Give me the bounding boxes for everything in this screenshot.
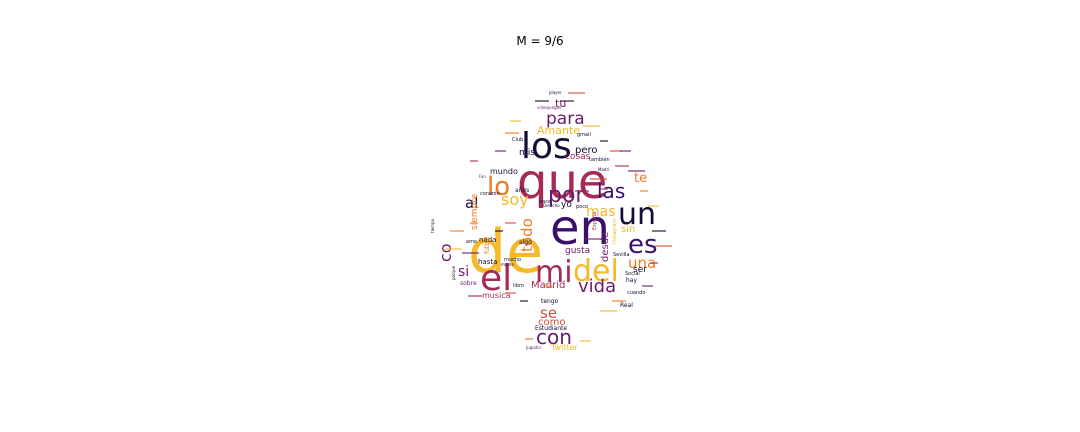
tiny-word-mark bbox=[510, 120, 521, 122]
tiny-word-mark bbox=[600, 188, 608, 190]
word-14: vida bbox=[578, 276, 616, 297]
word-20: mas bbox=[586, 204, 616, 220]
tiny-word-mark bbox=[495, 230, 503, 232]
word-54: Club bbox=[512, 137, 523, 143]
word-73: Instagram bbox=[612, 218, 618, 244]
tiny-word-mark bbox=[600, 310, 617, 312]
tiny-word-mark bbox=[505, 132, 519, 134]
word-33: yo bbox=[561, 200, 572, 210]
tiny-word-mark bbox=[462, 252, 479, 254]
word-11: las bbox=[597, 179, 625, 203]
word-66: libre bbox=[543, 284, 554, 290]
tiny-word-mark bbox=[535, 100, 549, 102]
tiny-word-mark bbox=[590, 178, 607, 180]
word-70: madre bbox=[501, 262, 514, 267]
tiny-word-mark bbox=[445, 248, 462, 250]
word-68: España bbox=[592, 212, 598, 230]
tiny-word-mark bbox=[575, 190, 589, 192]
word-42: tengo bbox=[541, 298, 559, 305]
word-57: videojuegos bbox=[537, 105, 561, 110]
word-46: algo bbox=[519, 239, 532, 246]
word-55: gmail bbox=[577, 132, 591, 138]
tiny-word-mark bbox=[652, 230, 666, 232]
word-21: te bbox=[634, 171, 647, 186]
word-50: también bbox=[589, 156, 610, 163]
word-38: mundo bbox=[490, 167, 518, 176]
tiny-word-mark bbox=[470, 160, 478, 162]
tiny-word-mark bbox=[648, 205, 659, 207]
tiny-word-mark bbox=[620, 150, 631, 152]
word-72: Madri bbox=[598, 167, 609, 172]
word-34: desde bbox=[600, 232, 611, 262]
word-64: porque bbox=[451, 265, 456, 280]
tiny-word-mark bbox=[628, 170, 645, 172]
tiny-word-mark bbox=[560, 100, 574, 102]
word-24: Amante bbox=[537, 124, 580, 137]
tiny-word-mark bbox=[610, 150, 621, 152]
tiny-word-mark bbox=[642, 285, 653, 287]
tiny-word-mark bbox=[568, 92, 585, 94]
word-36: hasta bbox=[478, 258, 497, 266]
word-59: Jugador bbox=[525, 345, 542, 350]
word-67: fútbol bbox=[484, 236, 491, 254]
tiny-word-mark bbox=[612, 300, 626, 302]
tiny-word-mark bbox=[495, 150, 506, 152]
tiny-word-mark bbox=[655, 245, 672, 247]
word-29: pero bbox=[575, 145, 598, 156]
word-31: sin bbox=[621, 224, 635, 235]
word-30: mis bbox=[519, 148, 535, 158]
word-49: años bbox=[515, 187, 529, 194]
word-58: player bbox=[549, 90, 562, 95]
tiny-word-mark bbox=[520, 300, 528, 302]
word-52: Social bbox=[625, 271, 640, 277]
word-40: Twitter bbox=[550, 343, 579, 352]
word-16: todo bbox=[518, 218, 536, 252]
word-62: poco bbox=[576, 204, 588, 210]
tiny-word-mark bbox=[450, 230, 464, 232]
word-45: hay bbox=[626, 277, 637, 284]
word-47: cuando bbox=[627, 290, 645, 296]
word-51: Sevilla bbox=[613, 252, 629, 258]
tiny-word-mark bbox=[525, 338, 533, 340]
tiny-word-mark bbox=[468, 295, 482, 297]
word-48: siempre bbox=[470, 193, 480, 230]
word-23: co bbox=[436, 243, 455, 262]
word-65: Derecho bbox=[543, 203, 560, 208]
tiny-word-mark bbox=[470, 222, 478, 224]
word-63: libro bbox=[513, 283, 524, 289]
tiny-word-mark bbox=[615, 165, 629, 167]
tiny-word-mark bbox=[583, 125, 600, 127]
word-60: amo bbox=[466, 239, 477, 245]
tiny-word-mark bbox=[585, 238, 602, 240]
tiny-word-mark bbox=[580, 340, 591, 342]
tiny-word-mark bbox=[640, 190, 648, 192]
tiny-word-mark bbox=[505, 222, 516, 224]
tiny-word-mark bbox=[600, 140, 608, 142]
word-69: tiempo bbox=[430, 218, 435, 233]
word-22: si bbox=[458, 264, 469, 280]
word-43: sobre bbox=[460, 280, 477, 287]
word-35: gusta bbox=[565, 246, 590, 256]
word-56: corazón bbox=[480, 190, 500, 197]
tiny-word-mark bbox=[505, 292, 516, 294]
tiny-word-mark bbox=[650, 262, 658, 264]
word-44: Real bbox=[620, 302, 633, 309]
word-41: Estudiante bbox=[535, 325, 567, 332]
word-71: Fan bbox=[479, 174, 486, 179]
